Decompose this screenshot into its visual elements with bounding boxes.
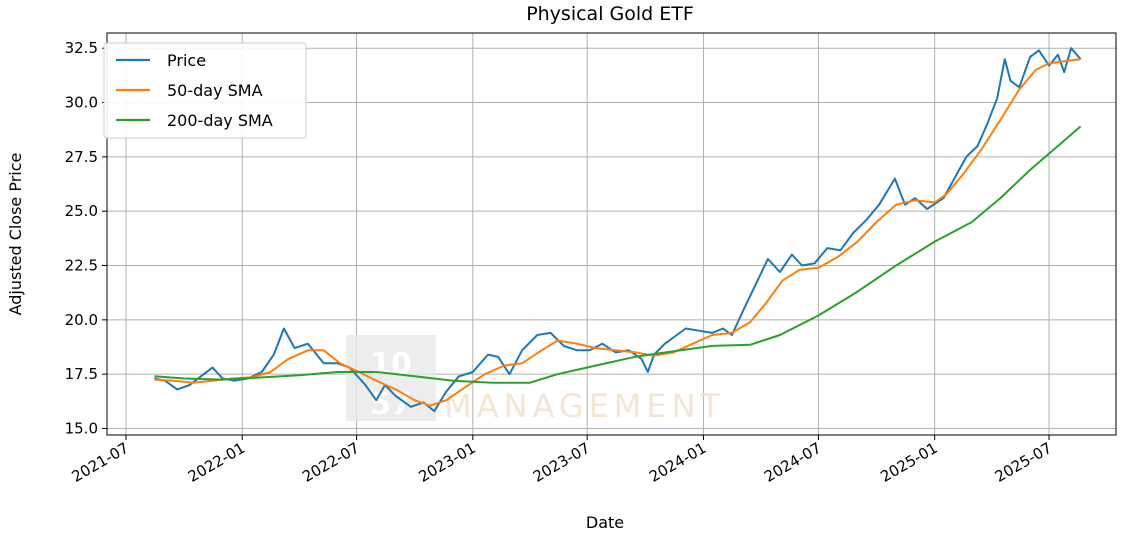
x-axis-title: Date [586,513,624,532]
series-layer [154,47,1082,413]
legend-label-sma200: 200-day SMA [167,111,273,130]
y-tick-label: 30.0 [65,94,98,112]
sma-50-line [154,58,1081,407]
watermark-word: MANAGEMENT [444,387,725,425]
y-tick-label: 20.0 [65,311,98,329]
legend: Price 50-day SMA 200-day SMA [103,42,307,139]
y-tick-label: 25.0 [65,202,98,220]
y-tick-label: 22.5 [65,257,98,275]
watermark-badge-top: 10 [370,347,412,382]
grid-lines [107,33,1116,435]
y-tick-label: 32.5 [65,39,98,57]
y-tick-label: 27.5 [65,148,98,166]
watermark-logo: 10 57 MANAGEMENT [346,335,725,425]
y-axis-title: Adjusted Close Price [6,153,25,316]
legend-label-sma50: 50-day SMA [167,81,263,100]
plot-area-frame [106,32,1117,436]
y-axis-ticks: 15.0 17.5 20.0 22.5 25.0 27.5 30.0 32.5 [65,39,107,437]
y-tick-label: 17.5 [65,365,98,383]
legend-box [103,42,307,139]
watermark-badge-bottom: 57 [370,387,412,422]
chart-title: Physical Gold ETF [526,3,694,25]
legend-label-price: Price [167,51,206,70]
y-tick-label: 15.0 [65,419,98,437]
sma-200-line [154,125,1082,384]
